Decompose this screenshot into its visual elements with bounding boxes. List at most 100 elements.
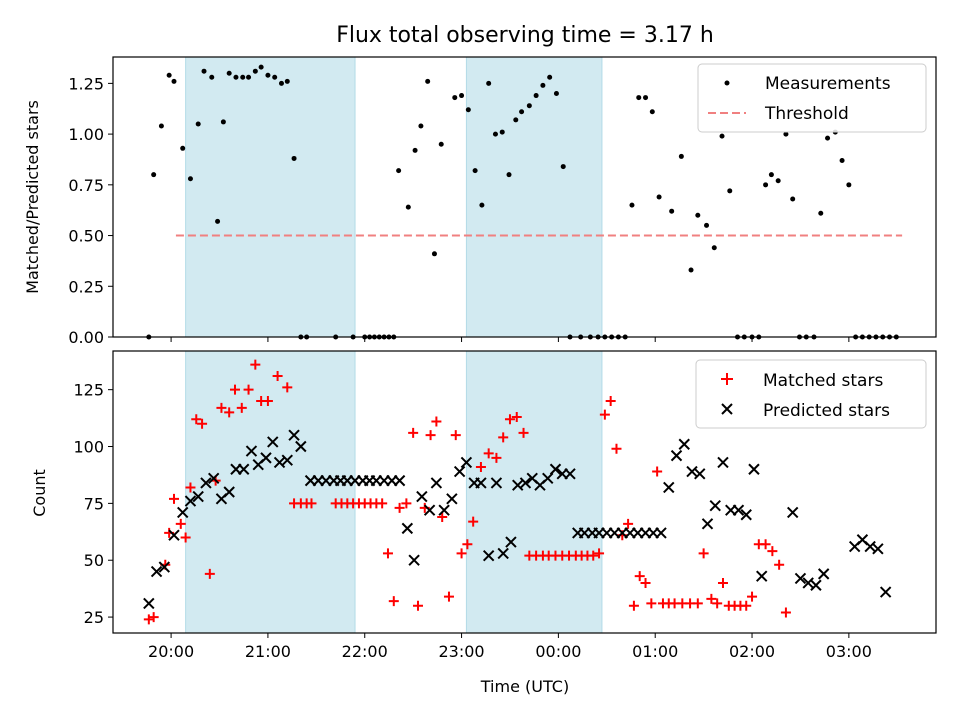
x-tick-label: 00:00 [535, 642, 581, 661]
predicted-star-point [879, 586, 892, 598]
measurement-point [656, 194, 662, 200]
legend-predicted-label: Predicted stars [763, 401, 890, 421]
measurement-point [846, 182, 852, 188]
predicted-star-point [519, 477, 532, 489]
legend-threshold-label: Threshold [764, 104, 849, 124]
measurement-point [519, 109, 525, 115]
predicted-star-point [446, 493, 458, 505]
matched-star-point [143, 614, 154, 625]
matched-star-point [382, 548, 393, 559]
x-tick-label: 02:00 [729, 642, 775, 661]
matched-star-point [504, 414, 515, 425]
predicted-star-point [655, 527, 667, 539]
matched-star-point [518, 427, 529, 438]
matched-star-point [148, 612, 159, 623]
y-tick-label: 25 [84, 608, 104, 627]
measurement-point [171, 78, 177, 84]
matched-star-point [712, 598, 723, 609]
predicted-star-point [150, 565, 163, 578]
matched-star-point [191, 414, 202, 425]
predicted-star-point [482, 549, 495, 562]
measurement-point [278, 80, 284, 86]
measurement-point [151, 172, 157, 178]
chart-title: Flux total observing time = 3.17 h [336, 23, 714, 48]
matched-star-point [605, 396, 616, 407]
measurement-point [727, 188, 733, 194]
matched-star-point [462, 539, 473, 550]
predicted-star-point [497, 547, 509, 560]
matched-star-point [282, 382, 293, 393]
matched-star-point [628, 600, 639, 611]
top-y-ticks: 0.00 0.25 0.50 0.75 1.00 1.25 [68, 74, 113, 347]
measurement-point [226, 70, 232, 76]
matched-star-point [511, 411, 522, 422]
predicted-star-point [732, 504, 745, 516]
x-tick-label: 22:00 [342, 642, 388, 661]
top-shaded-spans [185, 56, 603, 338]
legend-matched-marker [721, 373, 733, 385]
shaded-span [185, 56, 356, 338]
predicted-star-point [223, 486, 235, 498]
measurement-point [678, 153, 684, 159]
predicted-star-point [245, 445, 258, 457]
matched-star-point [437, 512, 448, 523]
predicted-star-point [864, 540, 876, 553]
matched-star-point [224, 407, 235, 418]
predicted-star-point [177, 506, 189, 519]
predicted-star-point [260, 452, 272, 464]
predicted-star-point [267, 436, 279, 448]
predicted-star-point [802, 577, 814, 589]
matched-star-point [236, 402, 247, 413]
matched-star-point [634, 571, 645, 582]
predicted-star-point [748, 463, 760, 475]
predicted-star-point [423, 504, 436, 516]
measurement-point [513, 117, 519, 123]
matched-star-point [388, 596, 399, 607]
matched-star-point [491, 452, 502, 463]
x-tick-label: 20:00 [148, 642, 194, 661]
matched-star-point [468, 516, 479, 527]
predicted-star-point [408, 554, 420, 566]
matched-star-point [185, 482, 196, 493]
measurement-point [775, 178, 781, 184]
predicted-star-point [490, 477, 503, 489]
predicted-star-point [717, 456, 729, 469]
measurement-point [560, 164, 566, 170]
shaded-span [185, 350, 356, 634]
measurement-point [547, 74, 553, 80]
bottom-y-axis-label: Count [30, 469, 49, 517]
measurement-point [195, 121, 201, 127]
matched-star-point [216, 402, 227, 413]
y-tick-label: 75 [84, 494, 104, 513]
matched-star-point [698, 548, 709, 559]
matched-star-point [450, 430, 461, 441]
top-axes-frame [112, 56, 937, 338]
predicted-star-point [817, 568, 830, 580]
matched-star-point [780, 607, 791, 618]
y-tick-label: 0.00 [68, 328, 104, 347]
y-tick-label: 0.25 [68, 277, 104, 296]
y-tick-label: 50 [84, 551, 104, 570]
bottom-marker-points [143, 359, 892, 625]
measurement-point [158, 123, 164, 129]
measurement-point [459, 93, 465, 99]
matched-star-point [483, 448, 494, 459]
predicted-star-point [564, 468, 576, 480]
predicted-star-point [393, 474, 406, 487]
measurement-point [688, 267, 694, 273]
measurement-point [768, 172, 774, 178]
matched-star-point [456, 548, 467, 559]
x-axis-label: Time (UTC) [480, 677, 569, 696]
measurement-point [220, 119, 226, 125]
measurement-point [472, 168, 478, 174]
matched-star-point [706, 593, 717, 604]
measurement-point [209, 74, 215, 80]
matched-star-point [412, 600, 423, 611]
measurement-point [425, 78, 431, 84]
legend-measurements-label: Measurements [765, 74, 891, 94]
measurement-point [526, 103, 532, 109]
bottom-legend: Matched stars Predicted stars [695, 359, 927, 429]
measurement-point [790, 196, 796, 202]
top-x-ticks [170, 337, 850, 342]
predicted-star-point [281, 454, 293, 466]
